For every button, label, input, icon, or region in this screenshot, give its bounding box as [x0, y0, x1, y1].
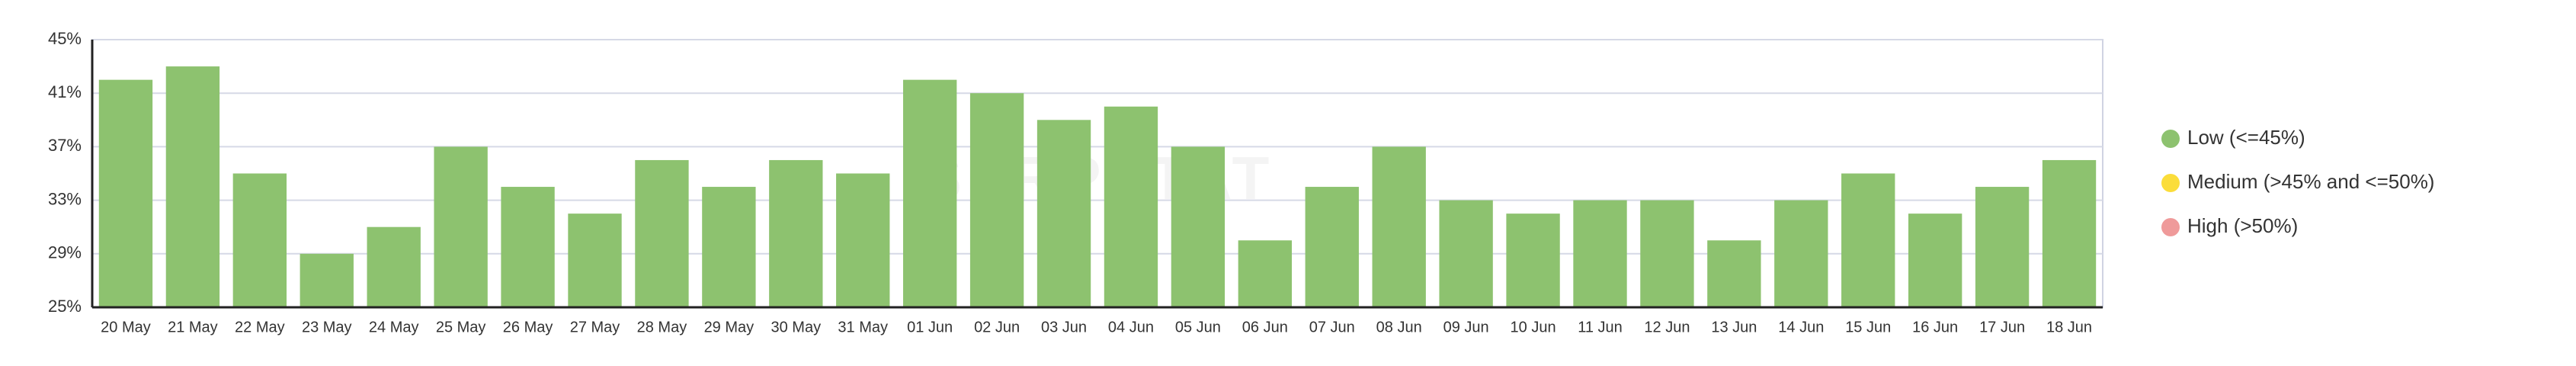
x-tick-label: 31 May [838, 319, 888, 336]
x-tick-label: 04 Jun [1108, 319, 1154, 336]
bar [1908, 214, 1962, 307]
x-tick-label: 30 May [771, 319, 822, 336]
bar [769, 159, 823, 307]
y-tick-label: 29% [48, 243, 82, 262]
x-tick-label: 15 Jun [1845, 319, 1891, 336]
bar [902, 79, 957, 308]
bar [1372, 146, 1426, 307]
x-tick-label: 27 May [570, 319, 620, 336]
y-tick-label: 25% [48, 297, 82, 316]
bar [367, 226, 421, 307]
x-tick-label: 20 May [101, 319, 151, 336]
bar [1036, 120, 1091, 307]
x-tick-label: 05 Jun [1175, 319, 1221, 336]
legend-marker [2161, 130, 2180, 148]
bar [434, 146, 488, 307]
bar [1104, 106, 1158, 307]
x-tick-label: 12 Jun [1644, 319, 1690, 336]
y-tick-label: 37% [48, 136, 82, 155]
bar [1640, 200, 1694, 307]
x-tick-label: 08 Jun [1376, 319, 1422, 336]
legend-marker [2161, 174, 2180, 192]
x-tick-label: 24 May [369, 319, 419, 336]
x-tick-label: 10 Jun [1511, 319, 1556, 336]
legend-marker [2161, 218, 2180, 236]
x-tick-label: 21 May [168, 319, 218, 336]
legend-label: Medium (>45% and <=50%) [2187, 170, 2434, 193]
bar [1975, 187, 2030, 307]
y-tick-label: 33% [48, 189, 82, 208]
x-tick-label: 16 Jun [1912, 319, 1958, 336]
x-tick-label: 14 Jun [1778, 319, 1824, 336]
bar [232, 173, 287, 307]
bar [1573, 200, 1627, 307]
bar [300, 253, 354, 307]
x-tick-label: 22 May [235, 319, 285, 336]
bar [1305, 187, 1359, 307]
legend-label: Low (<=45%) [2187, 126, 2305, 149]
bar [1439, 200, 1493, 307]
x-tick-label: 25 May [436, 319, 486, 336]
bar [2042, 159, 2097, 307]
x-tick-label: 01 Jun [907, 319, 953, 336]
y-tick-label: 45% [48, 29, 82, 48]
x-tick-label: 09 Jun [1443, 319, 1489, 336]
bar [1238, 240, 1293, 307]
x-tick-label: 11 Jun [1578, 319, 1623, 336]
bar [98, 79, 153, 308]
x-tick-label: 03 Jun [1041, 319, 1087, 336]
bar [1774, 200, 1828, 307]
x-tick-label: 28 May [637, 319, 687, 336]
bar [1506, 214, 1560, 307]
bar [836, 173, 890, 307]
bar [635, 159, 689, 307]
x-tick-label: 17 Jun [1979, 319, 2025, 336]
legend-label: High (>50%) [2187, 214, 2298, 237]
bar [1841, 173, 1895, 307]
x-tick-label: 26 May [503, 319, 553, 336]
bar [501, 187, 555, 307]
y-tick-label: 41% [48, 82, 82, 101]
bar [969, 93, 1024, 307]
x-tick-label: 07 Jun [1309, 319, 1355, 336]
bar [1171, 146, 1226, 307]
x-tick-label: 06 Jun [1242, 319, 1288, 336]
bar [165, 66, 220, 307]
x-tick-label: 23 May [302, 319, 352, 336]
bar [702, 187, 756, 307]
x-tick-label: 02 Jun [974, 319, 1020, 336]
bar [568, 214, 622, 307]
bar [1707, 240, 1761, 307]
x-tick-label: 18 Jun [2046, 319, 2092, 336]
x-tick-label: 29 May [704, 319, 755, 336]
x-tick-label: 13 Jun [1711, 319, 1757, 336]
